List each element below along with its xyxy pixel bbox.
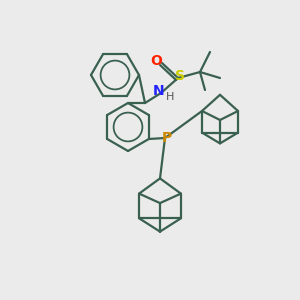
Text: O: O bbox=[150, 54, 162, 68]
Text: N: N bbox=[153, 84, 165, 98]
Text: S: S bbox=[175, 69, 185, 83]
Text: P: P bbox=[162, 131, 172, 145]
Text: H: H bbox=[166, 92, 174, 102]
